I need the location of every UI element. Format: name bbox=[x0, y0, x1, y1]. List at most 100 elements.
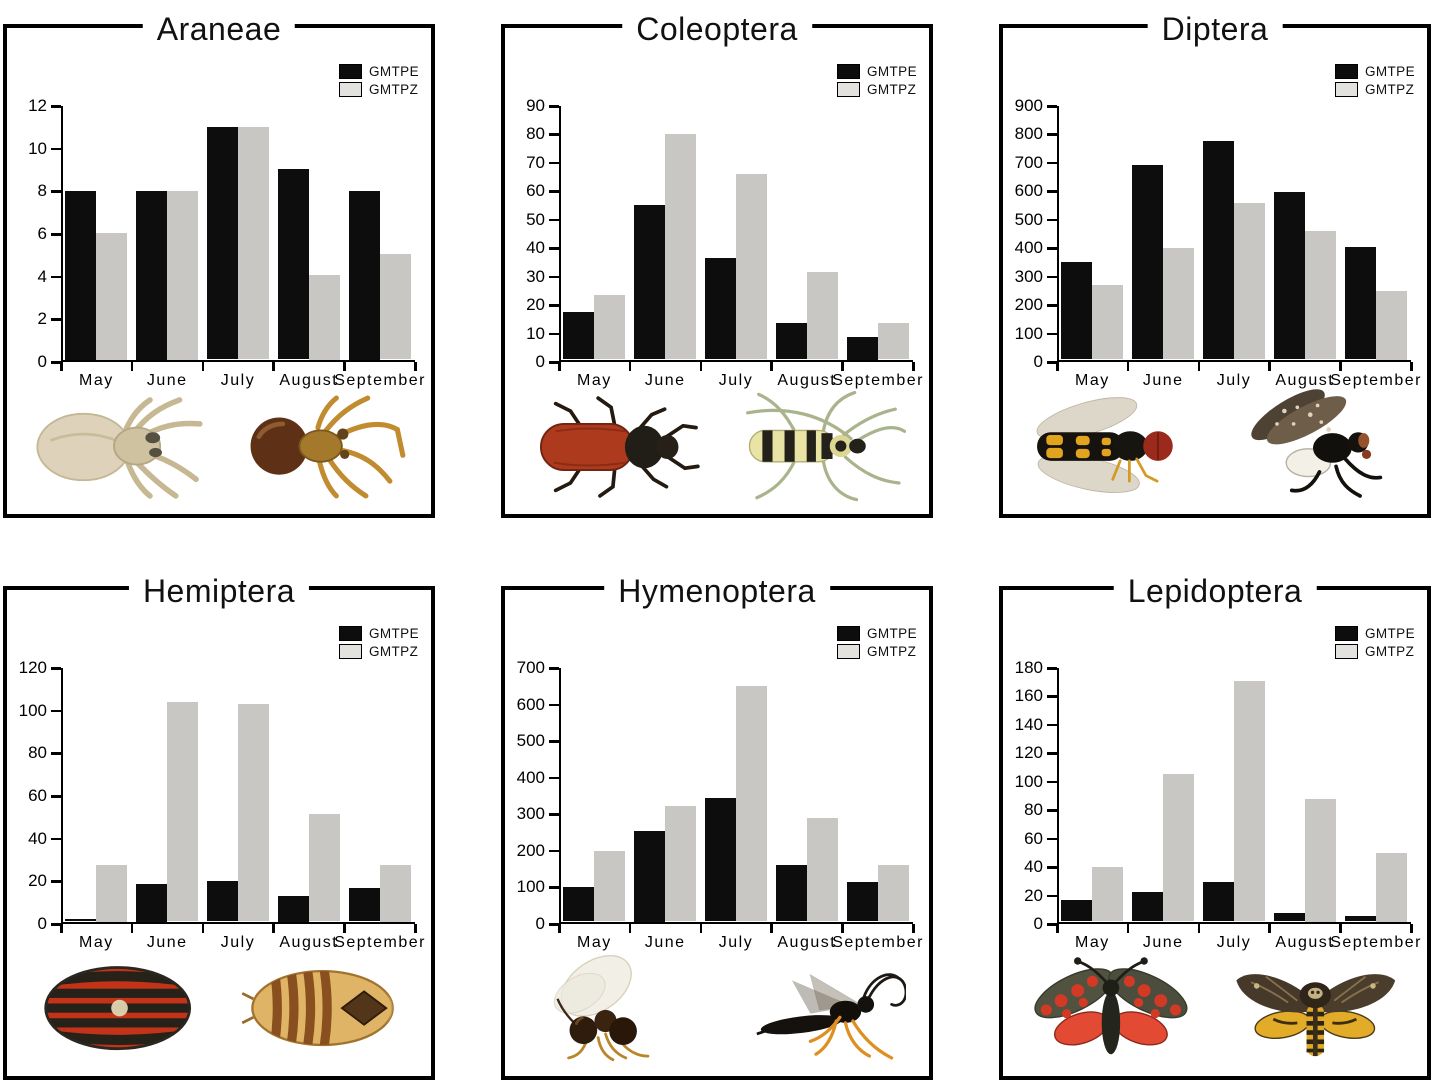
x-tick-mark bbox=[130, 924, 134, 933]
x-tick-mark bbox=[1126, 924, 1130, 933]
bar-gmtpz-august bbox=[806, 818, 838, 922]
x-tick-mark bbox=[414, 362, 417, 371]
x-category-label: May bbox=[577, 934, 612, 951]
y-tick-mark bbox=[549, 133, 559, 136]
bar-gmtpe-september bbox=[846, 337, 878, 360]
y-tick-mark bbox=[1047, 780, 1057, 784]
brown-spider-photo bbox=[250, 395, 406, 499]
bar-gmtpz-september bbox=[379, 864, 411, 922]
legend-item-gmtpz: GMTPZ bbox=[836, 82, 917, 97]
bar-gmtpe-august bbox=[775, 865, 807, 922]
legend-swatch-gmtpz bbox=[338, 644, 362, 659]
legend-label-gmtpz: GMTPZ bbox=[866, 644, 917, 659]
x-category-label: August bbox=[777, 372, 837, 389]
legend-item-gmtpe: GMTPE bbox=[338, 64, 419, 79]
specimen-photos bbox=[1003, 946, 1427, 1072]
legend-item-gmtpz: GMTPZ bbox=[1334, 82, 1415, 97]
bar-gmtpe-may bbox=[563, 887, 595, 922]
x-category-label: July bbox=[220, 372, 256, 389]
x-category-label: May bbox=[577, 372, 612, 389]
y-tick-mark bbox=[51, 752, 61, 755]
y-tick-label: 100 bbox=[1014, 323, 1043, 343]
legend-swatch-gmtpz bbox=[836, 644, 860, 659]
y-tick-mark bbox=[549, 361, 559, 364]
bar-gmtpz-june bbox=[665, 805, 697, 922]
x-category-label: August bbox=[279, 934, 339, 951]
bar-gmtpe-august bbox=[1273, 913, 1305, 922]
panel-title: Hymenoptera bbox=[604, 573, 830, 609]
y-tick-label: 90 bbox=[526, 96, 545, 115]
legend-item-gmtpz: GMTPZ bbox=[1334, 644, 1415, 659]
bar-chart-diptera: 0 100 200 300 400 500 600 700 800 900 May June July A… bbox=[1011, 96, 1421, 390]
y-tick-mark bbox=[51, 361, 61, 364]
y-tick-mark bbox=[549, 105, 559, 108]
y-tick-label: 160 bbox=[1014, 686, 1043, 706]
y-tick-mark bbox=[51, 105, 61, 108]
x-tick-mark bbox=[1268, 362, 1271, 371]
y-tick-label: 400 bbox=[516, 767, 545, 787]
bar-gmtpz-june bbox=[665, 134, 697, 360]
y-tick-label: 300 bbox=[1014, 266, 1043, 286]
axis-frame bbox=[559, 668, 913, 924]
legend-label-gmtpe: GMTPE bbox=[368, 64, 419, 79]
y-tick-label: 0 bbox=[535, 352, 545, 371]
legend: GMTPE GMTPZ bbox=[338, 623, 419, 662]
x-category-label: June bbox=[146, 372, 188, 389]
y-tick-mark bbox=[549, 886, 559, 889]
y-tick-label: 60 bbox=[1024, 828, 1043, 848]
bar-gmtpe-july bbox=[705, 258, 736, 360]
y-tick-mark bbox=[1047, 809, 1057, 812]
y-tick-mark bbox=[51, 190, 61, 193]
bar-gmtpz-august bbox=[1304, 231, 1336, 360]
x-tick-mark bbox=[60, 362, 63, 371]
x-category-label: August bbox=[777, 934, 837, 951]
bar-chart-hemiptera: 0 20 40 60 80 100 120 May June July August Septembe… bbox=[15, 658, 425, 952]
bar-gmtpe-september bbox=[846, 881, 878, 922]
legend-label-gmtpz: GMTPZ bbox=[368, 82, 419, 97]
legend-item-gmtpe: GMTPE bbox=[338, 626, 419, 641]
y-tick-label: 20 bbox=[526, 295, 545, 315]
bar-gmtpz-september bbox=[1375, 852, 1407, 922]
bar-gmtpz-july bbox=[238, 127, 269, 360]
x-category-label: June bbox=[644, 934, 686, 951]
x-tick-mark bbox=[1339, 924, 1342, 933]
bar-gmtpz-may bbox=[594, 294, 626, 360]
y-tick-mark bbox=[549, 813, 559, 816]
y-tick-mark bbox=[51, 709, 61, 713]
x-category-label: June bbox=[1142, 934, 1184, 951]
y-tick-mark bbox=[1047, 667, 1057, 670]
bar-gmtpe-september bbox=[1344, 915, 1376, 922]
y-tick-mark bbox=[51, 318, 61, 321]
y-tick-mark bbox=[51, 880, 61, 883]
y-tick-label: 60 bbox=[28, 786, 47, 805]
y-tick-label: 30 bbox=[526, 266, 545, 286]
legend-label-gmtpe: GMTPE bbox=[1364, 64, 1415, 79]
x-tick-mark bbox=[770, 362, 773, 371]
bar-gmtpz-july bbox=[238, 703, 269, 922]
bar-gmtpz-may bbox=[1092, 866, 1124, 922]
bar-gmtpz-august bbox=[806, 272, 838, 360]
panel-title: Coleoptera bbox=[622, 11, 812, 47]
x-tick-mark bbox=[1197, 924, 1201, 933]
legend-label-gmtpz: GMTPZ bbox=[1364, 82, 1415, 97]
legend-label-gmtpe: GMTPE bbox=[866, 64, 917, 79]
panel-lepidoptera: Lepidoptera GMTPE GMTPZ 0 20 40 60 80 100 120 1… bbox=[999, 573, 1431, 1080]
x-category-label: September bbox=[334, 372, 426, 389]
bar-gmtpe-july bbox=[1203, 141, 1234, 360]
x-tick-mark bbox=[1410, 924, 1413, 933]
legend: GMTPE GMTPZ bbox=[836, 61, 917, 100]
bar-gmtpe-july bbox=[207, 127, 238, 360]
bar-gmtpz-september bbox=[379, 253, 411, 360]
amber-striped-planthopper-photo bbox=[241, 970, 394, 1047]
legend-item-gmtpe: GMTPE bbox=[1334, 64, 1415, 79]
legend-item-gmtpz: GMTPZ bbox=[338, 82, 419, 97]
bar-gmtpe-june bbox=[136, 883, 168, 922]
x-tick-mark bbox=[1339, 362, 1342, 371]
y-tick-mark bbox=[1047, 190, 1057, 193]
y-tick-mark bbox=[51, 923, 61, 926]
panel-hemiptera: Hemiptera GMTPE GMTPZ 0 20 40 60 80 100 120 May… bbox=[3, 573, 435, 1080]
bar-chart-hymenoptera: 0 100 200 300 400 500 600 700 May June July August S… bbox=[513, 658, 923, 952]
bar-gmtpe-july bbox=[207, 881, 238, 922]
y-tick-label: 200 bbox=[516, 840, 545, 860]
x-category-label: July bbox=[220, 934, 256, 951]
